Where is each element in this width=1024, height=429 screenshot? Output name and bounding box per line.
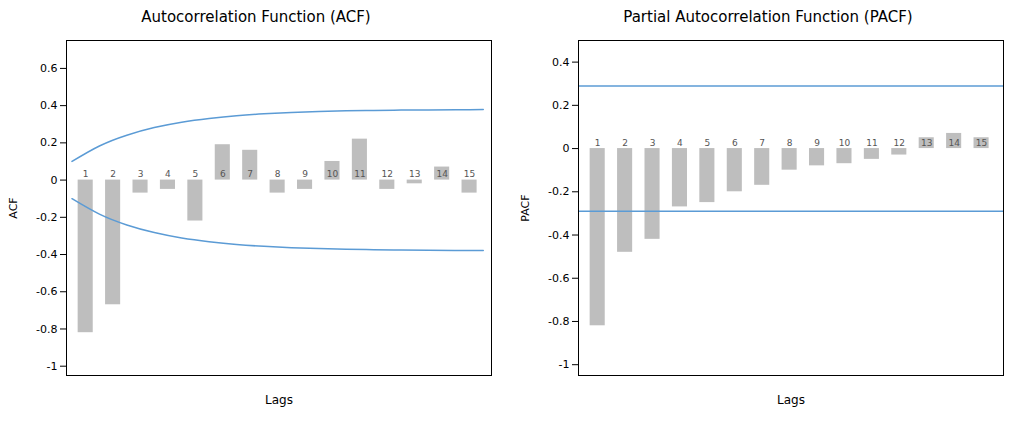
svg-text:13: 13 (409, 169, 420, 179)
svg-text:-0.4: -0.4 (548, 229, 569, 242)
svg-text:-0.6: -0.6 (36, 285, 57, 298)
svg-text:0: 0 (563, 142, 570, 155)
svg-text:0.4: 0.4 (40, 99, 58, 112)
svg-text:6: 6 (732, 138, 738, 148)
svg-text:5: 5 (705, 138, 711, 148)
svg-text:-0.2: -0.2 (548, 185, 569, 198)
svg-text:11: 11 (354, 169, 365, 179)
svg-text:13: 13 (921, 138, 932, 148)
svg-text:7: 7 (247, 169, 253, 179)
html-text:Autocorrelation Function (ACF): Autocorrelation Function (ACF) (141, 8, 371, 26)
svg-text:8: 8 (787, 138, 793, 148)
svg-text:Lags: Lags (777, 393, 805, 407)
svg-text:4: 4 (677, 138, 683, 148)
svg-text:1: 1 (595, 138, 601, 148)
svg-text:14: 14 (948, 138, 960, 148)
svg-text:8: 8 (275, 169, 281, 179)
svg-text:6: 6 (220, 169, 226, 179)
svg-text:4: 4 (165, 169, 171, 179)
svg-text:0: 0 (51, 174, 58, 187)
svg-text:3: 3 (650, 138, 656, 148)
svg-text:2: 2 (110, 169, 116, 179)
svg-text:9: 9 (814, 138, 820, 148)
svg-text:PACF: PACF (519, 194, 532, 221)
svg-text:-1: -1 (47, 360, 58, 373)
svg-text:0.6: 0.6 (40, 62, 58, 75)
svg-text:11: 11 (866, 138, 877, 148)
svg-text:10: 10 (327, 169, 339, 179)
svg-text:12: 12 (382, 169, 393, 179)
svg-text:5: 5 (193, 169, 199, 179)
svg-text:-0.6: -0.6 (548, 272, 569, 285)
svg-text:0.4: 0.4 (552, 56, 570, 69)
svg-text:14: 14 (436, 169, 448, 179)
svg-text:0.2: 0.2 (552, 99, 570, 112)
svg-text:-0.8: -0.8 (36, 322, 57, 335)
svg-text:2: 2 (622, 138, 628, 148)
svg-text:10: 10 (839, 138, 851, 148)
svg-text:ACF: ACF (7, 197, 20, 218)
svg-text:-0.2: -0.2 (36, 211, 57, 224)
svg-text:3: 3 (138, 169, 144, 179)
svg-text:15: 15 (464, 169, 475, 179)
html-text:Partial Autocorrelation Functi: Partial Autocorrelation Function (PACF) (623, 8, 913, 26)
svg-text:0.2: 0.2 (40, 136, 58, 149)
svg-text:7: 7 (759, 138, 765, 148)
svg-text:15: 15 (976, 138, 987, 148)
svg-text:-1: -1 (559, 358, 570, 371)
svg-text:9: 9 (302, 169, 308, 179)
svg-text:-0.8: -0.8 (548, 315, 569, 328)
svg-text:-0.4: -0.4 (36, 248, 57, 261)
svg-text:1: 1 (83, 169, 89, 179)
svg-text:Lags: Lags (265, 393, 293, 407)
svg-text:12: 12 (894, 138, 905, 148)
